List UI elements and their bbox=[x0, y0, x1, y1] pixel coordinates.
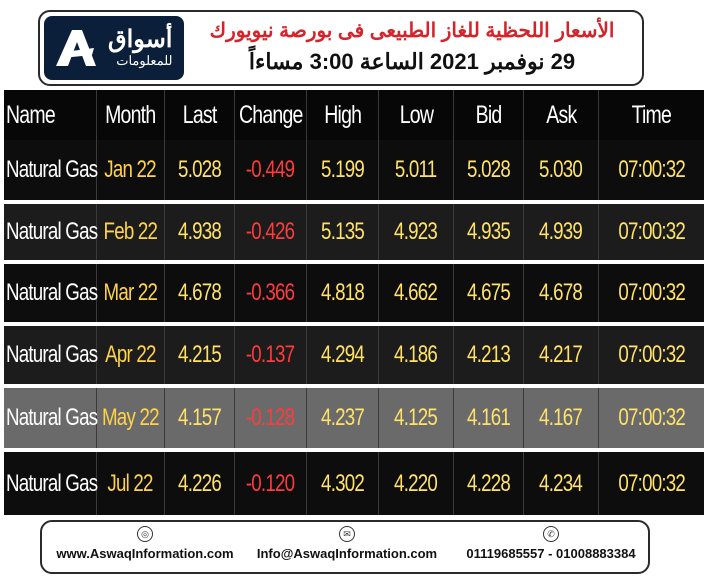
prices-table: Name Month Last Change High Low Bid Ask … bbox=[4, 90, 704, 515]
email-link[interactable]: Info@AswaqInformation.com bbox=[256, 546, 438, 561]
cell-ask: 4.217 bbox=[539, 341, 584, 368]
cell-change: -0.137 bbox=[246, 341, 295, 368]
cell-change: -0.128 bbox=[246, 404, 295, 431]
cell-last: 5.028 bbox=[178, 156, 222, 183]
cell-name: Natural Gas bbox=[6, 156, 98, 183]
cell-month: Jan 22 bbox=[104, 156, 157, 183]
cell-bid: 4.935 bbox=[467, 218, 511, 245]
page-date: 29 نوفمبر 2021 الساعة 3:00 مساءاً bbox=[248, 49, 576, 74]
cell-month: Mar 22 bbox=[103, 279, 158, 306]
cell-low: 4.125 bbox=[394, 404, 439, 431]
cell-change: -0.120 bbox=[246, 469, 295, 497]
column-header-last: Last bbox=[165, 90, 235, 140]
cell-high: 4.237 bbox=[321, 404, 365, 431]
cell-bid: 4.675 bbox=[467, 279, 511, 306]
column-header-name: Name bbox=[4, 90, 97, 140]
table-row: Natural Gas Feb 22 4.938 -0.426 5.135 4.… bbox=[4, 200, 704, 260]
cell-name: Natural Gas bbox=[6, 404, 98, 431]
cell-time: 07:00:32 bbox=[618, 469, 685, 497]
phone-numbers: 01119685557 - 01008883384 bbox=[466, 546, 636, 561]
cell-low: 4.662 bbox=[394, 279, 439, 306]
cell-ask: 4.678 bbox=[539, 279, 584, 306]
cell-ask: 4.234 bbox=[539, 469, 584, 497]
column-header-high: High bbox=[307, 90, 379, 140]
cell-name: Natural Gas bbox=[6, 218, 98, 245]
cell-low: 4.220 bbox=[394, 469, 439, 497]
header-banner: أسواق للمعلومات الأسعار اللحظية للغاز ال… bbox=[38, 10, 644, 86]
phone-item: ✆ 01119685557 - 01008883384 bbox=[456, 526, 646, 561]
contact-footer: ◎ www.AswaqInformation.com ✉ Info@AswaqI… bbox=[40, 520, 650, 574]
cell-month: Apr 22 bbox=[105, 341, 156, 368]
cell-low: 4.186 bbox=[394, 341, 439, 368]
cell-change: -0.366 bbox=[246, 279, 295, 306]
cell-time: 07:00:32 bbox=[618, 279, 685, 306]
cell-time: 07:00:32 bbox=[618, 341, 685, 368]
cell-high: 4.302 bbox=[321, 469, 365, 497]
cell-high: 5.199 bbox=[321, 156, 365, 183]
cell-ask: 4.939 bbox=[539, 218, 584, 245]
table-row: Natural Gas Jan 22 5.028 -0.449 5.199 5.… bbox=[4, 140, 704, 200]
cell-last: 4.215 bbox=[178, 341, 222, 368]
table-row: Natural Gas May 22 4.157 -0.128 4.237 4.… bbox=[4, 384, 704, 448]
cell-last: 4.678 bbox=[178, 279, 222, 306]
column-header-time: Time bbox=[631, 100, 672, 129]
logo-sub-text: للمعلومات bbox=[116, 53, 173, 68]
cell-name: Natural Gas bbox=[6, 341, 98, 368]
cell-bid: 5.028 bbox=[467, 156, 511, 183]
cell-ask: 4.167 bbox=[539, 404, 584, 431]
cell-last: 4.226 bbox=[178, 469, 222, 497]
phone-icon: ✆ bbox=[543, 526, 559, 542]
column-header-ask: Ask bbox=[524, 90, 599, 140]
mail-icon: ✉ bbox=[339, 526, 355, 542]
table-row: Natural Gas Mar 22 4.678 -0.366 4.818 4.… bbox=[4, 260, 704, 322]
cell-month: May 22 bbox=[102, 404, 159, 431]
page-title: الأسعار اللحظية للغاز الطبيعى فى بورصة ن… bbox=[209, 20, 615, 42]
website-item: ◎ www.AswaqInformation.com bbox=[50, 526, 240, 561]
cell-last: 4.938 bbox=[178, 218, 222, 245]
cell-high: 5.135 bbox=[321, 218, 365, 245]
logo-main-text: أسواق bbox=[108, 26, 173, 53]
column-header-change: Change bbox=[235, 90, 307, 140]
cell-name: Natural Gas bbox=[6, 469, 98, 497]
cell-time: 07:00:32 bbox=[618, 156, 685, 183]
cell-bid: 4.161 bbox=[467, 404, 511, 431]
cell-change: -0.449 bbox=[246, 156, 295, 183]
table-row: Natural Gas Jul 22 4.226 -0.120 4.302 4.… bbox=[4, 448, 704, 515]
cell-last: 4.157 bbox=[178, 404, 222, 431]
email-item: ✉ Info@AswaqInformation.com bbox=[252, 526, 442, 561]
brand-logo: أسواق للمعلومات bbox=[44, 16, 184, 80]
column-header-month: Month bbox=[97, 90, 165, 140]
cell-high: 4.818 bbox=[321, 279, 365, 306]
cell-change: -0.426 bbox=[246, 218, 295, 245]
cell-low: 5.011 bbox=[395, 156, 437, 183]
website-link[interactable]: www.AswaqInformation.com bbox=[56, 546, 234, 561]
cell-month: Feb 22 bbox=[103, 218, 158, 245]
cell-month: Jul 22 bbox=[107, 469, 154, 497]
globe-icon: ◎ bbox=[137, 526, 153, 542]
cell-time: 07:00:32 bbox=[618, 218, 685, 245]
cell-name: Natural Gas bbox=[6, 279, 98, 306]
column-header-low: Low bbox=[379, 90, 454, 140]
cell-bid: 4.213 bbox=[467, 341, 511, 368]
table-header-row: Name Month Last Change High Low Bid Ask … bbox=[4, 90, 704, 140]
cell-time: 07:00:32 bbox=[618, 404, 685, 431]
cell-high: 4.294 bbox=[321, 341, 365, 368]
cell-ask: 5.030 bbox=[539, 156, 584, 183]
column-header-bid: Bid bbox=[454, 90, 524, 140]
cell-low: 4.923 bbox=[394, 218, 439, 245]
cell-bid: 4.228 bbox=[467, 469, 511, 497]
table-row: Natural Gas Apr 22 4.215 -0.137 4.294 4.… bbox=[4, 322, 704, 384]
title-area: الأسعار اللحظية للغاز الطبيعى فى بورصة ن… bbox=[190, 16, 634, 82]
logo-a-icon bbox=[50, 22, 102, 74]
